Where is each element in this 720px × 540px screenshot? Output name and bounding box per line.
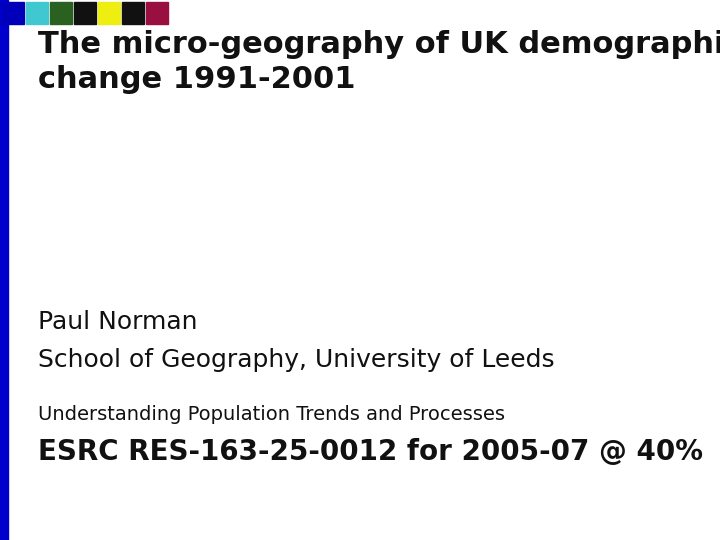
Bar — [98, 2, 120, 24]
Text: ESRC RES-163-25-0012 for 2005-07 @ 40%: ESRC RES-163-25-0012 for 2005-07 @ 40% — [38, 438, 703, 466]
Bar — [146, 2, 168, 24]
Bar — [26, 2, 48, 24]
Text: The micro-geography of UK demographic: The micro-geography of UK demographic — [38, 30, 720, 59]
Bar — [2, 2, 24, 24]
Bar — [0, 0, 8, 540]
Text: Paul Norman: Paul Norman — [38, 310, 197, 334]
Text: School of Geography, University of Leeds: School of Geography, University of Leeds — [38, 348, 554, 372]
Text: change 1991-2001: change 1991-2001 — [38, 65, 356, 94]
Bar — [122, 2, 144, 24]
Bar — [50, 2, 72, 24]
Bar — [74, 2, 96, 24]
Text: Understanding Population Trends and Processes: Understanding Population Trends and Proc… — [38, 405, 505, 424]
